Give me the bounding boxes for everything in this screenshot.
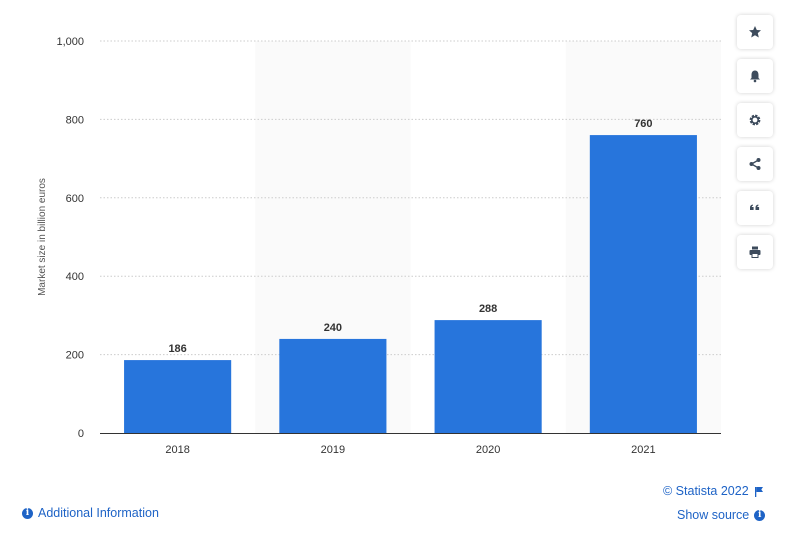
x-tick-label: 2020	[476, 444, 500, 456]
side-toolbar	[737, 15, 773, 279]
show-source-link[interactable]: Show source i	[677, 508, 766, 522]
share-icon	[749, 158, 761, 170]
bar[interactable]	[434, 320, 542, 433]
additional-information-link[interactable]: i Additional Information	[22, 506, 159, 520]
gear-icon	[749, 114, 761, 126]
bell-icon	[750, 70, 760, 83]
bar-value-label: 288	[479, 303, 497, 315]
flag-icon	[754, 486, 763, 497]
quote-icon	[750, 204, 760, 210]
y-tick-label: 600	[66, 193, 84, 205]
favorite-button[interactable]	[737, 15, 773, 49]
print-button[interactable]	[737, 235, 773, 269]
star-icon	[749, 26, 761, 38]
y-tick-label: 1,000	[56, 36, 84, 48]
y-tick-layer: 0 200 400 600 800 1,000	[56, 36, 84, 440]
y-axis-title: Market size in billion euros	[37, 178, 48, 296]
x-tick-layer: 2018 2019 2020 2021	[165, 444, 655, 456]
bar[interactable]	[124, 360, 232, 433]
bar[interactable]	[279, 338, 387, 433]
copyright-label: © Statista 2022	[663, 484, 749, 498]
info-icon: i	[22, 507, 33, 519]
bar[interactable]	[589, 135, 697, 433]
y-tick-label: 0	[78, 428, 84, 440]
additional-information-label: Additional Information	[38, 506, 159, 520]
y-tick-label: 400	[66, 271, 84, 283]
x-tick-label: 2018	[165, 444, 189, 456]
bar-value-label: 186	[168, 343, 186, 355]
bar-value-label: 240	[324, 322, 342, 334]
bar-value-label: 760	[634, 118, 652, 130]
y-tick-label: 800	[66, 114, 84, 126]
x-tick-label: 2019	[321, 444, 345, 456]
notification-button[interactable]	[737, 59, 773, 93]
show-source-label: Show source	[677, 508, 750, 522]
bar-layer: 186 240 288 760	[124, 118, 697, 433]
statista-copyright-link[interactable]: © Statista 2022	[663, 484, 764, 498]
y-tick-label: 200	[66, 350, 84, 362]
printer-icon	[749, 246, 761, 258]
source-info-icon: i	[754, 509, 766, 521]
settings-button[interactable]	[737, 103, 773, 137]
share-button[interactable]	[737, 147, 773, 181]
cite-button[interactable]	[737, 191, 773, 225]
x-tick-label: 2021	[631, 444, 655, 456]
